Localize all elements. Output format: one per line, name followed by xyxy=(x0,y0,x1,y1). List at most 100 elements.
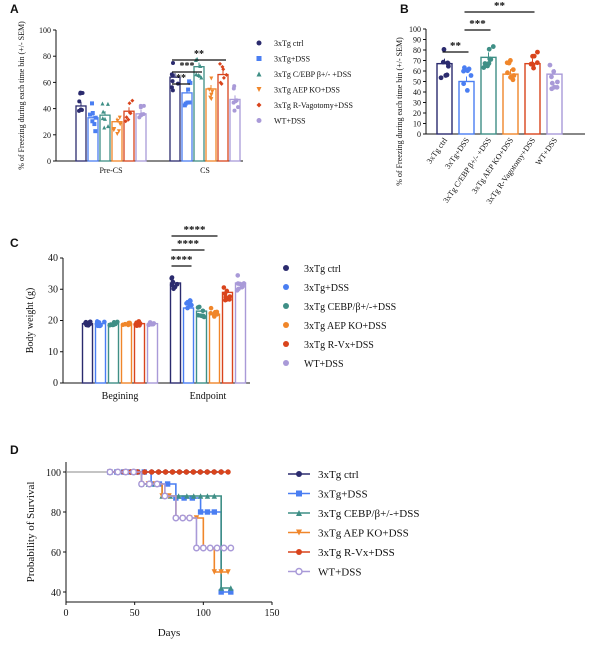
panel-c-legend-marker xyxy=(283,322,289,328)
panel-a-legend-label: 3xTg+DSS xyxy=(274,55,310,64)
panel-b-significance-label: ** xyxy=(450,40,462,52)
panel-d-curve xyxy=(109,471,229,573)
panel-c-legend-label: 3xTg ctrl xyxy=(304,264,341,275)
panel-a-point xyxy=(127,101,132,106)
panel-c-point xyxy=(227,297,232,302)
panel-c-legend-label: WT+DSS xyxy=(304,359,344,370)
panel-d-point xyxy=(141,469,148,475)
panel-a-point xyxy=(224,72,229,77)
panel-c-category-label: Endpoint xyxy=(190,391,227,402)
panel-b-point xyxy=(510,67,516,73)
panel-d-point xyxy=(164,481,171,487)
panel-c-point xyxy=(150,321,156,327)
panel-a-point xyxy=(141,103,146,108)
panel-b-point xyxy=(481,65,487,70)
panel-c-y-tick-label: 10 xyxy=(48,347,58,358)
panel-d-point xyxy=(179,514,187,522)
panel-c-point xyxy=(236,286,241,292)
panel-b-y-tick-label: 50 xyxy=(413,78,421,87)
panel-d-point xyxy=(197,469,203,475)
panel-a-point xyxy=(105,101,110,106)
panel-d-point xyxy=(169,469,176,475)
panel-b-significance-label: *** xyxy=(469,18,486,30)
panel-c-legend-marker xyxy=(283,303,289,309)
panel-a-point xyxy=(77,99,82,104)
panel-d-x-tick-label: 50 xyxy=(130,608,140,619)
panel-d-legend-label: 3xTg CEBP/β+/-+DSS xyxy=(318,508,419,520)
panel-a-y-tick-label: 20 xyxy=(43,131,51,140)
panel-d-point xyxy=(148,469,155,475)
panel-c-bar xyxy=(221,291,234,384)
panel-c-point xyxy=(208,305,214,311)
panel-a-letter: A xyxy=(10,2,19,16)
panel-b-point xyxy=(547,62,553,68)
panel-a-category-label: CS xyxy=(200,166,210,175)
panel-c-bar xyxy=(208,313,221,384)
panel-c-y-tick-label: 0 xyxy=(53,378,58,389)
panel-d-point xyxy=(218,585,224,591)
panel-d-x-tick-label: 100 xyxy=(196,608,211,619)
panel-c-y-tick-label: 30 xyxy=(48,284,58,295)
panel-a-point xyxy=(106,124,111,129)
panel-b-point xyxy=(529,61,535,67)
panel-a-legend-marker xyxy=(256,40,262,46)
panel-c-point xyxy=(171,286,176,292)
panel-a-point xyxy=(218,80,223,85)
panel-d-curve xyxy=(109,471,231,549)
panel-b-bar xyxy=(502,73,519,135)
panel-a-point xyxy=(89,101,94,106)
panel-a-significance-label: *** xyxy=(180,61,195,72)
panel-d-point xyxy=(225,469,231,475)
panel-a-point xyxy=(231,86,236,91)
panel-c-point xyxy=(189,302,194,308)
panel-d-point xyxy=(218,469,224,475)
panel-a-point xyxy=(116,129,121,134)
panel-a-point xyxy=(80,91,85,96)
panel-a-point xyxy=(210,89,215,94)
panel-a-significance-label: ** xyxy=(194,49,204,60)
panel-a-point xyxy=(183,101,188,106)
panel-d-point xyxy=(184,493,190,499)
panel-a-bar xyxy=(75,105,87,162)
panel-d-point xyxy=(204,493,211,499)
panel-a-legend-label: WT+DSS xyxy=(274,117,306,126)
panel-b-point xyxy=(555,79,560,85)
panel-a-point xyxy=(170,79,175,84)
panel-a-point xyxy=(115,132,120,137)
panel-c-point xyxy=(221,285,227,290)
panel-c-point xyxy=(127,320,132,326)
panel-a-point xyxy=(197,73,202,78)
panel-d-legend-label: 3xTg+DSS xyxy=(318,489,368,501)
panel-b-point xyxy=(505,70,510,76)
panel-d-point xyxy=(211,493,218,499)
panel-d-letter: D xyxy=(10,443,19,457)
panel-b-y-tick-label: 70 xyxy=(413,57,421,66)
panel-c-point xyxy=(200,313,206,319)
panel-d-point xyxy=(204,469,210,475)
panel-b-bar xyxy=(524,62,541,135)
panel-d-point xyxy=(114,468,122,476)
panel-b-point xyxy=(535,49,540,55)
panel-d-point xyxy=(227,544,235,552)
panel-d-point xyxy=(228,585,234,591)
panel-b-point xyxy=(464,88,470,93)
panel-a-point xyxy=(186,87,191,92)
panel-c-legend-label: 3xTg CEBP/β+/-+DSS xyxy=(304,302,396,313)
panel-c-significance-label: **** xyxy=(184,224,207,236)
panel-a-legend-label: 3xTg C/EBP β+/- +DSS xyxy=(274,70,351,79)
panel-d-point xyxy=(199,544,207,552)
panel-c-bar xyxy=(107,322,120,384)
panel-d-point xyxy=(228,589,234,595)
panel-a-point xyxy=(220,64,225,69)
panel-d-legend-marker xyxy=(296,490,302,497)
panel-a-y-tick-label: 80 xyxy=(43,52,51,61)
panel-a-legend-label: 3xTg ctrl xyxy=(274,39,304,48)
panel-a-point xyxy=(128,111,133,116)
panel-c-point xyxy=(197,304,202,310)
panel-d-point xyxy=(225,569,231,575)
panel-d-point xyxy=(204,509,211,515)
panel-d-point xyxy=(193,544,200,552)
panel-a-point xyxy=(90,110,95,115)
panel-d-legend-label: WT+DSS xyxy=(318,567,361,579)
panel-c-legend-marker xyxy=(283,360,289,366)
